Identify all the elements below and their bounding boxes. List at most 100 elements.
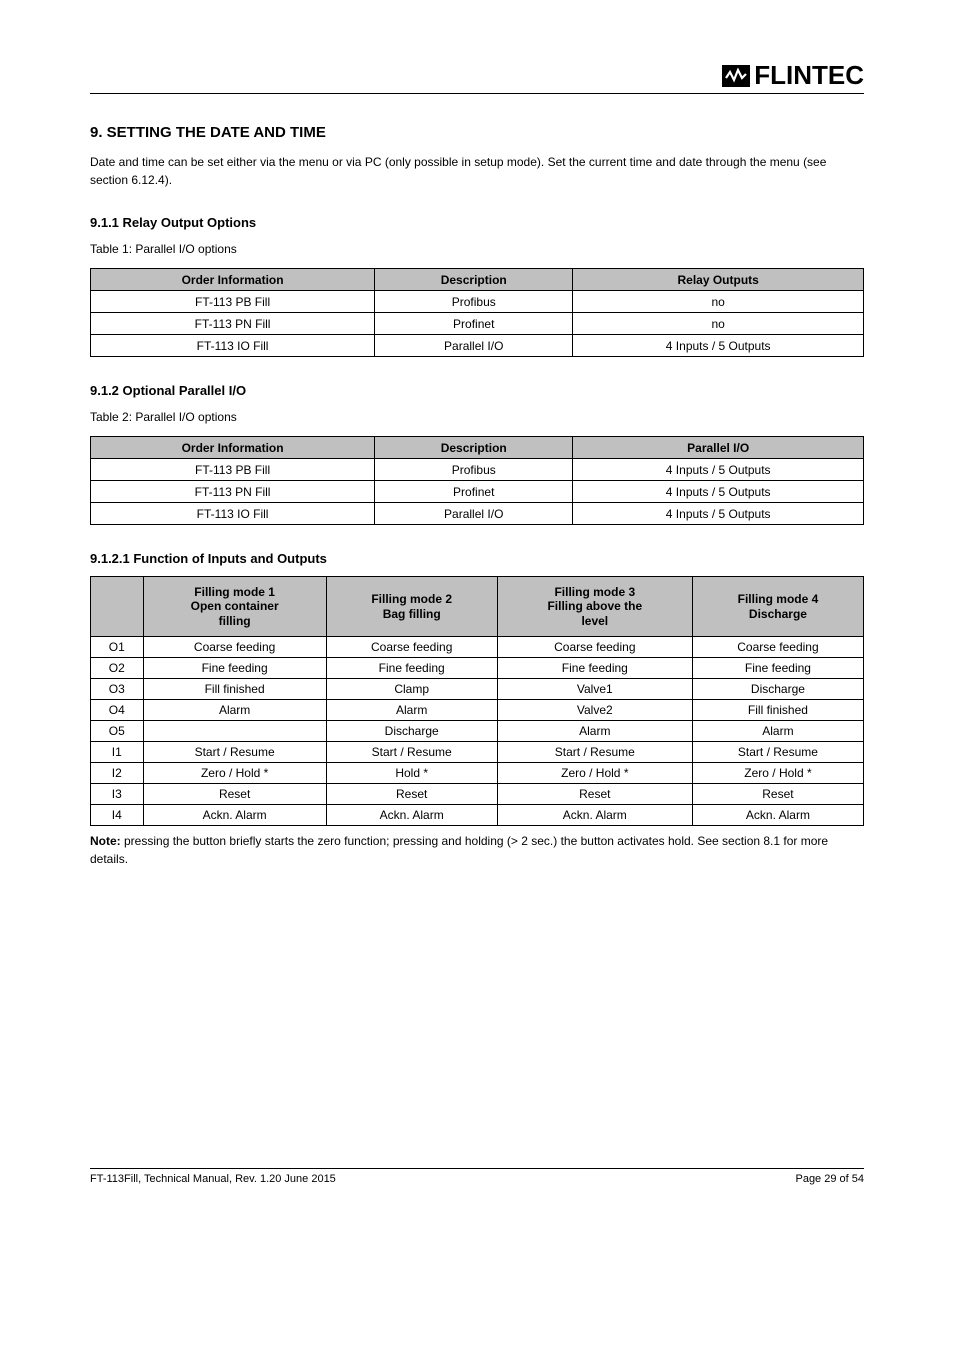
table-row: FT-113 IO FillParallel I/O4 Inputs / 5 O… (91, 503, 864, 525)
table-cell: Zero / Hold * (497, 763, 692, 784)
note-label: Note: (90, 834, 121, 848)
table-cell: Ackn. Alarm (326, 805, 497, 826)
table-row: FT-113 IO FillParallel I/O4 Inputs / 5 O… (91, 335, 864, 357)
table3-header: Filling mode 3Filling above thelevel (497, 577, 692, 637)
table-cell: O2 (91, 658, 144, 679)
table-cell: 4 Inputs / 5 Outputs (573, 459, 864, 481)
page-footer: FT-113Fill, Technical Manual, Rev. 1.20 … (90, 1168, 864, 1185)
table2-header-order: Order Information (91, 437, 375, 459)
table-cell: O5 (91, 721, 144, 742)
section-heading-date-time: 9. SETTING THE DATE AND TIME (90, 124, 864, 141)
table-cell: Fine feeding (326, 658, 497, 679)
header-logo-row: FLINTEC (90, 60, 864, 91)
table-cell: 4 Inputs / 5 Outputs (573, 481, 864, 503)
table-cell: Reset (326, 784, 497, 805)
table3-header: Filling mode 2Bag filling (326, 577, 497, 637)
table-cell: Profinet (375, 481, 573, 503)
table-cell: Ackn. Alarm (692, 805, 863, 826)
table-cell: FT-113 PB Fill (91, 291, 375, 313)
table-cell: Alarm (143, 700, 326, 721)
table1-header-order: Order Information (91, 269, 375, 291)
table-cell: Coarse feeding (692, 637, 863, 658)
table-relay-options: Order Information Description Relay Outp… (90, 268, 864, 357)
logo-text: FLINTEC (754, 60, 864, 91)
table-row: O5DischargeAlarmAlarm (91, 721, 864, 742)
table-cell: Fine feeding (143, 658, 326, 679)
table-row: I3ResetResetResetReset (91, 784, 864, 805)
table-cell: Zero / Hold * (692, 763, 863, 784)
header-divider (90, 93, 864, 94)
table-cell: I3 (91, 784, 144, 805)
table-cell: Profinet (375, 313, 573, 335)
table-cell: no (573, 313, 864, 335)
table-cell: Alarm (497, 721, 692, 742)
table-cell: Alarm (326, 700, 497, 721)
table-cell: Parallel I/O (375, 335, 573, 357)
table-cell: Start / Resume (326, 742, 497, 763)
subsubsection-heading-io-function: 9.1.2.1 Function of Inputs and Outputs (90, 551, 864, 566)
table-row: FT-113 PN FillProfinet4 Inputs / 5 Outpu… (91, 481, 864, 503)
section-body-date-time: Date and time can be set either via the … (90, 153, 864, 189)
logo-icon (722, 65, 750, 87)
table-cell: Reset (143, 784, 326, 805)
table-cell: 4 Inputs / 5 Outputs (573, 503, 864, 525)
table-cell: Alarm (692, 721, 863, 742)
table-cell: FT-113 IO Fill (91, 335, 375, 357)
table-cell: FT-113 PN Fill (91, 481, 375, 503)
table-cell: O3 (91, 679, 144, 700)
table-cell: Fill finished (692, 700, 863, 721)
note-paragraph: Note: pressing the button briefly starts… (90, 832, 864, 868)
table-row: I1Start / ResumeStart / ResumeStart / Re… (91, 742, 864, 763)
note-body: pressing the button briefly starts the z… (90, 834, 828, 866)
table-cell: Discharge (692, 679, 863, 700)
table-cell: I1 (91, 742, 144, 763)
table-row: FT-113 PN FillProfinetno (91, 313, 864, 335)
table-cell: FT-113 PB Fill (91, 459, 375, 481)
table-cell: Fine feeding (497, 658, 692, 679)
table-cell: Fill finished (143, 679, 326, 700)
table-cell: Ackn. Alarm (143, 805, 326, 826)
table-cell: I2 (91, 763, 144, 784)
table-cell: I4 (91, 805, 144, 826)
table-cell: Start / Resume (692, 742, 863, 763)
table-cell: Reset (497, 784, 692, 805)
table-cell: Valve2 (497, 700, 692, 721)
table-cell: Valve1 (497, 679, 692, 700)
table-cell: Clamp (326, 679, 497, 700)
flintec-logo: FLINTEC (722, 60, 864, 91)
table-cell: Coarse feeding (497, 637, 692, 658)
table1-header-outputs: Relay Outputs (573, 269, 864, 291)
table-cell: Start / Resume (143, 742, 326, 763)
footer-left: FT-113Fill, Technical Manual, Rev. 1.20 … (90, 1173, 336, 1185)
table-cell: FT-113 PN Fill (91, 313, 375, 335)
table-cell: Coarse feeding (143, 637, 326, 658)
table3-header: Filling mode 1Open containerfilling (143, 577, 326, 637)
table-cell: 4 Inputs / 5 Outputs (573, 335, 864, 357)
table-cell: Start / Resume (497, 742, 692, 763)
table-row: O1Coarse feedingCoarse feedingCoarse fee… (91, 637, 864, 658)
subsection-heading-parallel-io: 9.1.2 Optional Parallel I/O (90, 383, 864, 398)
footer-right: Page 29 of 54 (795, 1173, 864, 1185)
table-cell: Coarse feeding (326, 637, 497, 658)
table-cell: O1 (91, 637, 144, 658)
table-row: FT-113 PB FillProfibusno (91, 291, 864, 313)
table1-caption: Table 1: Parallel I/O options (90, 240, 864, 258)
table3-header (91, 577, 144, 637)
subsection-heading-relay-output: 9.1.1 Relay Output Options (90, 215, 864, 230)
table-cell: Profibus (375, 291, 573, 313)
table-cell: no (573, 291, 864, 313)
table2-header-io: Parallel I/O (573, 437, 864, 459)
table-cell: Reset (692, 784, 863, 805)
table-cell: Parallel I/O (375, 503, 573, 525)
table-cell: Fine feeding (692, 658, 863, 679)
table-row: FT-113 PB FillProfibus4 Inputs / 5 Outpu… (91, 459, 864, 481)
table-parallel-io-options: Order Information Description Parallel I… (90, 436, 864, 525)
table-io-functions: Filling mode 1Open containerfillingFilli… (90, 576, 864, 826)
table-cell: Ackn. Alarm (497, 805, 692, 826)
table-row: O3Fill finishedClampValve1Discharge (91, 679, 864, 700)
table-row: I4Ackn. AlarmAckn. AlarmAckn. AlarmAckn.… (91, 805, 864, 826)
table-cell: FT-113 IO Fill (91, 503, 375, 525)
table-cell: Profibus (375, 459, 573, 481)
table1-header-desc: Description (375, 269, 573, 291)
table-cell: O4 (91, 700, 144, 721)
